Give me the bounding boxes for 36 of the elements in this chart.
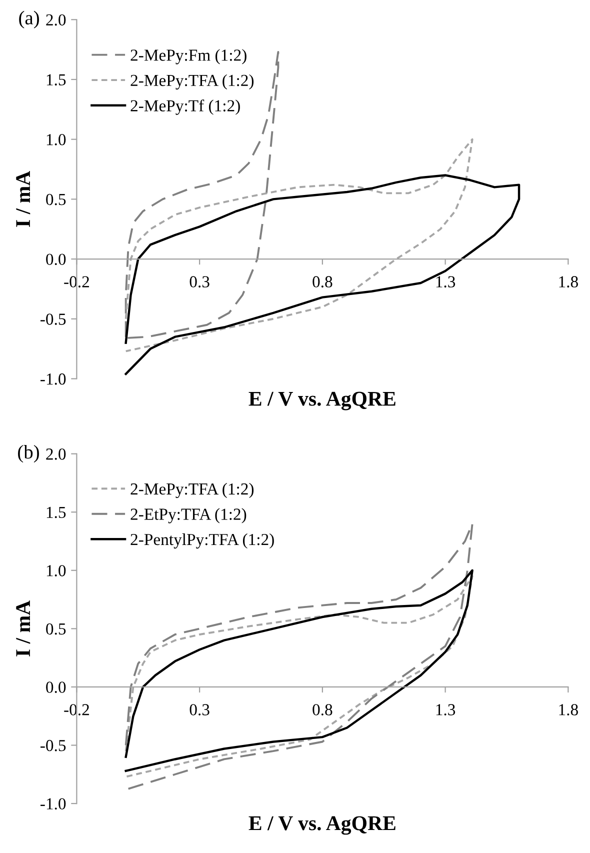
y-tick-label: -1.0 (40, 373, 66, 385)
y-tick-label: 1.0 (46, 565, 66, 576)
y-tick-label: 2.0 (46, 14, 66, 26)
y-tick-label: 0.0 (46, 682, 66, 693)
y-tick-label: 2.0 (46, 448, 66, 460)
x-tick-label: -0.2 (64, 704, 89, 716)
y-axis-title: I / mA (16, 600, 30, 656)
legend-label: 2-MePy:TFA (1:2) (130, 482, 254, 498)
chart-title: (b) (18, 444, 39, 463)
x-tick-label: 1.8 (559, 276, 578, 288)
x-tick-label: 0.8 (312, 704, 332, 716)
y-tick-label: -0.5 (40, 314, 66, 325)
y-tick-label: 1.5 (46, 74, 66, 86)
legend-label: 2-PentylPy:TFA (1:2) (130, 533, 274, 549)
legend-label: 2-EtPy:TFA (1:2) (130, 508, 246, 524)
y-tick-label: 0.0 (46, 254, 66, 266)
y-tick-label: -0.5 (40, 740, 66, 752)
x-tick-label: 1.3 (436, 276, 456, 288)
x-axis-title: E / V vs. AgQRE (248, 816, 396, 835)
y-tick-label: 0.5 (46, 194, 66, 206)
x-axis-title: E / V vs. AgQRE (248, 392, 396, 410)
x-tick-label: 1.8 (559, 704, 578, 716)
y-tick-label: 0.5 (46, 623, 66, 635)
x-tick-label: 1.3 (436, 704, 456, 716)
y-tick-label: 1.5 (46, 506, 66, 518)
x-tick-label: -0.2 (64, 276, 89, 288)
legend-label: 2-MePy:Tf (1:2) (130, 100, 240, 115)
legend-label: 2-MePy:Fm (1:2) (130, 49, 246, 64)
y-tick-label: 1.0 (46, 134, 66, 146)
y-tick-label: -1.0 (40, 798, 66, 810)
chart-title: (a) (19, 10, 39, 28)
legend-label: 2-MePy:TFA (1:2) (130, 74, 254, 90)
x-tick-label: 0.8 (312, 276, 332, 288)
y-axis-title: I / mA (16, 170, 30, 227)
x-tick-label: 0.3 (190, 704, 210, 716)
x-tick-label: 0.3 (190, 276, 210, 288)
